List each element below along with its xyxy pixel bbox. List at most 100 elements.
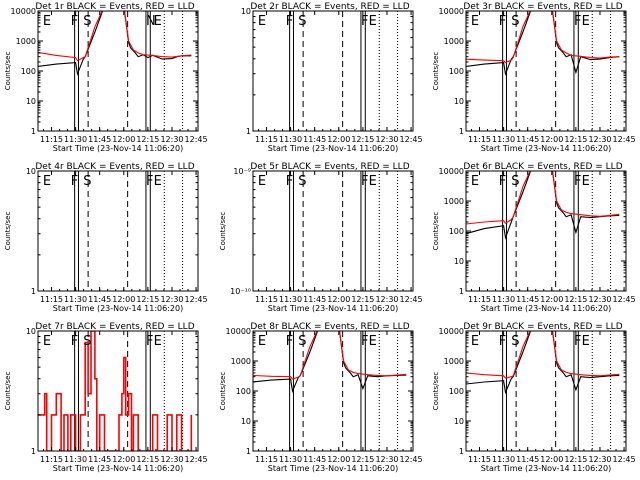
x-tick-label: 11:45 — [516, 295, 539, 304]
y-axis-label: Counts/sec — [432, 52, 440, 91]
y-tick-label: 10000 — [439, 7, 464, 16]
x-tick-label: 11:15 — [40, 455, 63, 464]
event-marker-lines — [502, 331, 612, 451]
event-marker-label: F — [71, 334, 78, 349]
event-marker-label: E — [258, 14, 266, 29]
event-marker-label: E — [43, 174, 51, 189]
event-marker-lines — [74, 11, 184, 131]
event-marker-label: E — [582, 174, 590, 189]
event-marker-label: F — [574, 334, 581, 349]
x-axis-label: Start Time (23-Nov-14 11:06:20) — [53, 144, 183, 153]
plot-frame — [37, 330, 199, 452]
x-tick-label: 12:15 — [351, 295, 374, 304]
y-tick-label: 10 — [26, 167, 36, 176]
x-tick-label: 12:45 — [613, 135, 636, 144]
lld-series-line — [38, 11, 192, 62]
y-tick-label: 10 — [241, 417, 251, 426]
y-tick-label: 100 — [236, 387, 251, 396]
event-marker-label: F — [71, 14, 78, 29]
x-tick-label: 12:15 — [351, 135, 374, 144]
lld-series-line — [38, 331, 193, 451]
x-tick-label: 11:15 — [468, 135, 491, 144]
event-marker-label: S — [511, 174, 519, 189]
x-tick-label: 12:00 — [112, 455, 135, 464]
plot-frame — [465, 10, 627, 132]
y-tick-label: 1 — [459, 287, 464, 296]
event-marker-label: F — [361, 334, 368, 349]
event-marker-label: E — [369, 174, 377, 189]
x-tick-label: 12:45 — [400, 295, 423, 304]
lld-series-line — [466, 171, 620, 225]
plot-frame — [37, 170, 199, 292]
panel-title: Det 1r BLACK = Events, RED = LLD — [35, 2, 194, 12]
panel-title: Det 4r BLACK = Events, RED = LLD — [35, 162, 194, 172]
event-marker-label: E — [471, 14, 479, 29]
y-tick-label: 1 — [459, 447, 464, 456]
x-tick-label: 11:45 — [88, 295, 111, 304]
event-marker-label: E — [154, 334, 162, 349]
events-series-line — [38, 11, 192, 76]
y-tick-label: 10 — [454, 417, 464, 426]
x-tick-label: 11:45 — [516, 455, 539, 464]
event-marker-label: F — [499, 174, 506, 189]
event-marker-label: E — [582, 14, 590, 29]
x-tick-label: 11:15 — [40, 135, 63, 144]
x-tick-label: 12:15 — [136, 455, 159, 464]
event-marker-label: F — [71, 174, 78, 189]
y-tick-label: 1 — [31, 447, 36, 456]
x-tick-label: 12:45 — [613, 295, 636, 304]
events-series-line — [466, 331, 620, 395]
x-tick-label: 11:45 — [88, 135, 111, 144]
panel-title: Det 7r BLACK = Events, RED = LLD — [35, 322, 194, 332]
x-tick-label: 12:30 — [588, 455, 611, 464]
x-axis-label: Start Time (23-Nov-14 11:06:20) — [53, 304, 183, 313]
x-tick-label: 12:30 — [375, 295, 398, 304]
y-tick-label: 1000 — [444, 37, 464, 46]
event-marker-label: E — [258, 334, 266, 349]
y-tick-label: 10⁻¹⁰ — [230, 287, 251, 296]
x-tick-label: 12:45 — [613, 455, 636, 464]
x-tick-label: 12:00 — [540, 455, 563, 464]
event-marker-label: F — [286, 334, 293, 349]
x-tick-label: 11:15 — [468, 455, 491, 464]
event-marker-label: E — [369, 14, 377, 29]
x-tick-label: 11:30 — [279, 135, 302, 144]
event-marker-label: S — [511, 14, 519, 29]
y-tick-label: 10 — [26, 327, 36, 336]
x-axis-label: Start Time (23-Nov-14 11:06:20) — [481, 464, 611, 473]
event-marker-label: S — [83, 334, 91, 349]
y-tick-label: 10000 — [439, 167, 464, 176]
y-tick-label: 1 — [459, 127, 464, 136]
y-axis-label: Counts/sec — [432, 212, 440, 251]
x-tick-label: 11:15 — [255, 135, 278, 144]
plot-frame — [252, 330, 414, 452]
y-tick-label: 100 — [21, 67, 36, 76]
panel-title: Det 8r BLACK = Events, RED = LLD — [250, 322, 409, 332]
x-tick-label: 12:00 — [327, 135, 350, 144]
x-tick-label: 11:45 — [88, 455, 111, 464]
y-tick-label: 1 — [31, 287, 36, 296]
x-tick-label: 12:45 — [185, 135, 208, 144]
x-tick-label: 12:15 — [136, 135, 159, 144]
x-tick-label: 11:15 — [40, 295, 63, 304]
event-marker-label: E — [154, 14, 162, 29]
panel-title: Det 2r BLACK = Events, RED = LLD — [250, 2, 409, 12]
y-tick-label: 100 — [449, 387, 464, 396]
y-tick-label: 100 — [449, 227, 464, 236]
x-tick-label: 11:30 — [64, 455, 87, 464]
event-marker-label: F — [499, 14, 506, 29]
plot-frame — [252, 170, 414, 292]
x-tick-label: 12:30 — [160, 135, 183, 144]
event-marker-label: E — [471, 334, 479, 349]
events-series-line — [466, 171, 620, 240]
y-tick-label: 10 — [454, 97, 464, 106]
event-marker-label: S — [83, 14, 91, 29]
x-tick-label: 11:45 — [303, 135, 326, 144]
x-tick-label: 12:30 — [160, 295, 183, 304]
event-marker-label: F — [574, 174, 581, 189]
y-tick-label: 10 — [241, 7, 251, 16]
x-tick-label: 11:30 — [492, 295, 515, 304]
events-series-line — [466, 11, 620, 76]
